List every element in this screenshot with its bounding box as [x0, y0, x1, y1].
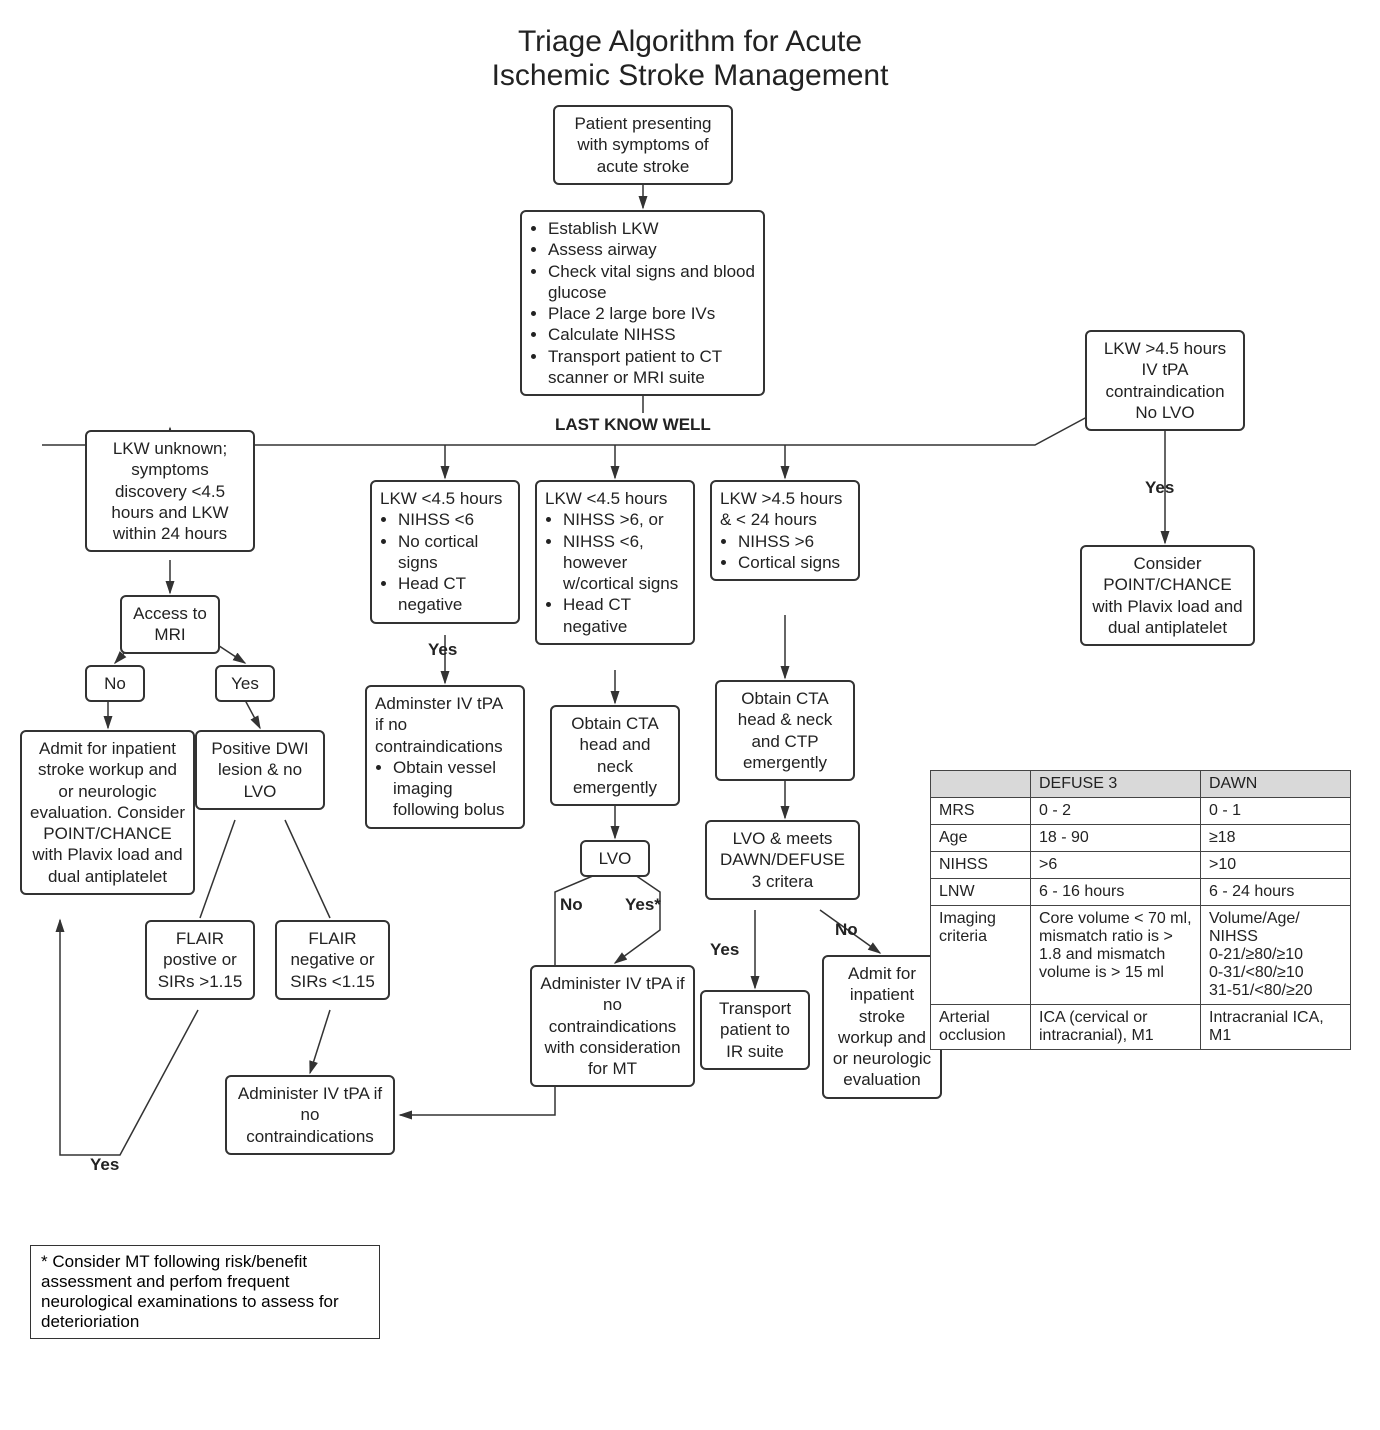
node-presenting: Patient presenting with symptoms of acut…: [553, 105, 733, 185]
node-positive-dwi: Positive DWI lesion & no LVO: [195, 730, 325, 810]
node-access-mri: Access to MRI: [120, 595, 220, 654]
node-obtain-cta-ctp: Obtain CTA head & neck and CTP emergentl…: [715, 680, 855, 781]
node-mri-yes: Yes: [215, 665, 275, 702]
diagram-title: Triage Algorithm for AcuteIschemic Strok…: [340, 25, 1040, 93]
label-dawn-no: No: [835, 920, 858, 940]
node-flair-positive: FLAIR postive or SIRs >1.15: [145, 920, 255, 1000]
label-lvo-yes-star: Yes*: [625, 895, 661, 915]
node-mri-no: No: [85, 665, 145, 702]
criteria-table: DEFUSE 3DAWNMRS0 - 20 - 1Age18 - 90≥18NI…: [930, 770, 1351, 1050]
node-lkw-unknown: LKW unknown; symptoms discovery <4.5 hou…: [85, 430, 255, 552]
node-admin-tpa-mt: Administer IV tPA if no contraindication…: [530, 965, 695, 1087]
flowchart-canvas: Triage Algorithm for AcuteIschemic Strok…: [0, 0, 1380, 1430]
node-admin-tpa: Administer IV tPA if no contraindication…: [225, 1075, 395, 1155]
node-admit-eval: Admit for inpatient stroke workup and or…: [822, 955, 942, 1099]
node-obtain-cta: Obtain CTA head and neck emergently: [550, 705, 680, 806]
footnote: * Consider MT following risk/benefit ass…: [30, 1245, 380, 1339]
node-branch-lkw-gt45: LKW >4.5 hours & < 24 hoursNIHSS >6Corti…: [710, 480, 860, 581]
node-admin-tpa-bolus: Adminster IV tPA if no contraindications…: [365, 685, 525, 829]
node-branch-lkw-lt45-low: LKW <4.5 hoursNIHSS <6No cortical signsH…: [370, 480, 520, 624]
label-lvo-no: No: [560, 895, 583, 915]
node-consider-point-chance: Consider POINT/CHANCE with Plavix load a…: [1080, 545, 1255, 646]
node-admit-point-chance: Admit for inpatient stroke workup and or…: [20, 730, 195, 895]
label-branch-a-yes: Yes: [428, 640, 457, 660]
node-transport-ir: Transport patient to IR suite: [700, 990, 810, 1070]
label-last-know-well: LAST KNOW WELL: [555, 415, 711, 435]
node-initial-assessment: Establish LKWAssess airwayCheck vital si…: [520, 210, 765, 396]
label-dawn-yes: Yes: [710, 940, 739, 960]
node-lvo-dawn-defuse: LVO & meets DAWN/DEFUSE 3 critera: [705, 820, 860, 900]
node-lvo: LVO: [580, 840, 650, 877]
label-flair-loop-yes: Yes: [90, 1155, 119, 1175]
node-flair-negative: FLAIR negative or SIRs <1.15: [275, 920, 390, 1000]
label-branch-d-yes: Yes: [1145, 478, 1174, 498]
node-branch-lkw-lt45-high: LKW <4.5 hoursNIHSS >6, orNIHSS <6, howe…: [535, 480, 695, 645]
node-branch-no-lvo: LKW >4.5 hours IV tPA contraindication N…: [1085, 330, 1245, 431]
